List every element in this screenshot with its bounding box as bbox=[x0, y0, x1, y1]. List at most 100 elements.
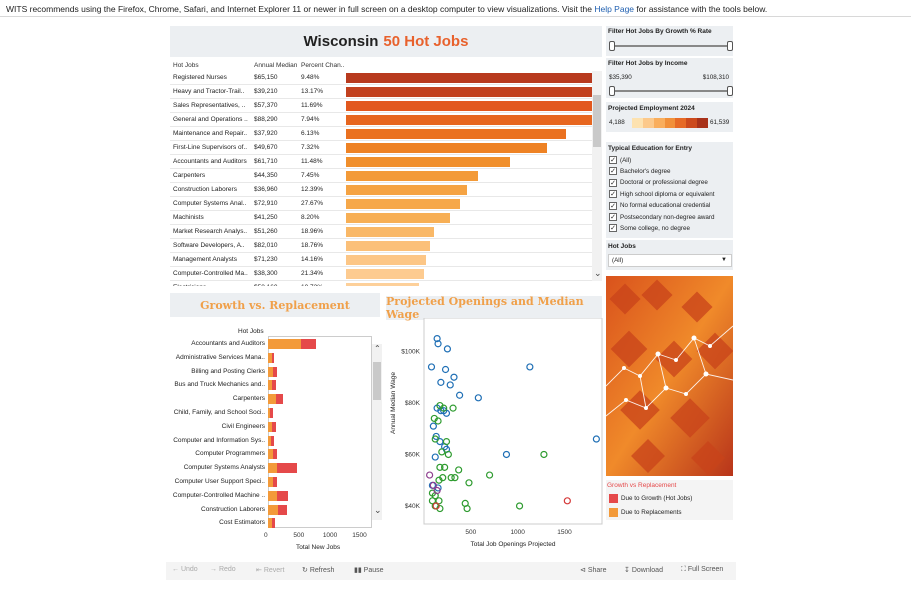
income-slider-min-handle[interactable] bbox=[609, 86, 615, 96]
openings-bar[interactable] bbox=[346, 101, 602, 111]
chevron-down-icon[interactable]: ⌄ bbox=[374, 505, 382, 515]
table-row[interactable]: Computer Systems Anal.. $72,910 27.67% bbox=[170, 197, 602, 211]
growth-row-label[interactable]: Billing and Posting Clerks bbox=[170, 365, 265, 379]
growth-row-label[interactable]: Computer User Support Speci.. bbox=[170, 475, 265, 489]
table-row[interactable]: First-Line Supervisors of.. $49,670 7.32% bbox=[170, 141, 602, 155]
table-scrollbar[interactable] bbox=[592, 71, 602, 281]
undo-button[interactable]: ← Undo bbox=[172, 566, 198, 573]
income-slider-max-handle[interactable] bbox=[727, 86, 733, 96]
growth-bar[interactable] bbox=[270, 408, 274, 418]
scatter-point[interactable] bbox=[429, 422, 437, 430]
table-row[interactable]: Market Research Analys.. $51,260 18.96% bbox=[170, 225, 602, 239]
replacement-bar[interactable] bbox=[268, 421, 273, 432]
replacement-bar[interactable] bbox=[268, 504, 278, 515]
replacement-bar[interactable] bbox=[268, 408, 271, 418]
scatter-point[interactable] bbox=[449, 404, 457, 412]
growth-rate-slider-track[interactable] bbox=[612, 45, 730, 47]
scatter-point[interactable] bbox=[463, 504, 471, 513]
income-slider-track[interactable] bbox=[612, 90, 730, 92]
growth-row-label[interactable]: Carpenters bbox=[170, 392, 265, 406]
table-row[interactable]: Computer-Controlled Ma.. $38,300 21.34% bbox=[170, 267, 602, 281]
checkbox-checked-icon[interactable]: ✓ bbox=[609, 224, 617, 233]
scatter-point[interactable] bbox=[441, 463, 449, 471]
scatter-point[interactable] bbox=[433, 335, 441, 343]
col-header-hot-jobs[interactable]: Hot Jobs bbox=[173, 62, 199, 69]
openings-bar[interactable] bbox=[346, 157, 510, 167]
pause-button[interactable]: ▮▮ Pause bbox=[354, 566, 384, 574]
scatter-point[interactable] bbox=[592, 435, 600, 443]
education-option[interactable]: ✓ High school diploma or equivalent bbox=[609, 190, 715, 199]
growth-row-label[interactable]: Accountants and Auditors bbox=[170, 337, 265, 351]
openings-bar[interactable] bbox=[346, 115, 592, 125]
growth-row-label[interactable]: Administrative Services Mana.. bbox=[170, 351, 265, 365]
growth-bar[interactable] bbox=[270, 435, 274, 446]
growth-bar[interactable] bbox=[272, 380, 277, 391]
replacement-bar[interactable] bbox=[268, 518, 272, 529]
growth-scrollbar[interactable] bbox=[372, 344, 382, 520]
replacement-bar[interactable] bbox=[268, 380, 273, 391]
scatter-point[interactable] bbox=[455, 466, 463, 474]
legend-replacement-label[interactable]: Due to Replacements bbox=[621, 509, 682, 516]
openings-bar[interactable] bbox=[346, 73, 602, 83]
scatter-point[interactable] bbox=[502, 450, 511, 459]
fullscreen-button[interactable]: ⛶ Full Screen bbox=[681, 566, 723, 574]
scatter-point[interactable] bbox=[455, 391, 464, 399]
scatter-point[interactable] bbox=[426, 471, 434, 479]
education-option[interactable]: ✓ Postsecondary non-degree award bbox=[609, 213, 715, 221]
replacement-bar[interactable] bbox=[268, 449, 273, 460]
scatter-point[interactable] bbox=[434, 340, 442, 348]
scatter-point[interactable] bbox=[451, 474, 459, 482]
scatter-point[interactable] bbox=[563, 497, 571, 505]
education-option[interactable]: ✓ (All) bbox=[609, 156, 631, 164]
growth-row-label[interactable]: Computer Programmers bbox=[170, 447, 265, 461]
replacement-bar[interactable] bbox=[268, 394, 276, 405]
replacement-bar[interactable] bbox=[268, 339, 301, 349]
replacement-bar[interactable] bbox=[268, 352, 273, 363]
growth-bar[interactable] bbox=[272, 449, 277, 460]
scatter-point[interactable] bbox=[443, 345, 452, 353]
replacement-bar[interactable] bbox=[268, 463, 278, 474]
replacement-bar[interactable] bbox=[268, 435, 271, 446]
education-option[interactable]: ✓ Some college, no degree bbox=[609, 224, 690, 233]
openings-bar[interactable] bbox=[346, 143, 547, 153]
scatter-point[interactable] bbox=[437, 378, 445, 386]
checkbox-checked-icon[interactable]: ✓ bbox=[609, 167, 617, 176]
growth-bar[interactable] bbox=[277, 490, 288, 501]
table-scroll-thumb[interactable] bbox=[593, 95, 601, 147]
redo-button[interactable]: → Redo bbox=[210, 566, 236, 573]
openings-bar[interactable] bbox=[346, 87, 602, 97]
scatter-point[interactable] bbox=[474, 394, 482, 402]
scatter-point[interactable] bbox=[485, 471, 494, 479]
revert-button[interactable]: ⇤ Revert bbox=[256, 566, 284, 574]
openings-bar[interactable] bbox=[346, 129, 566, 139]
checkbox-checked-icon[interactable]: ✓ bbox=[609, 156, 617, 164]
openings-bar[interactable] bbox=[346, 171, 478, 181]
table-row[interactable]: Management Analysts $71,230 14.16% bbox=[170, 253, 602, 267]
growth-row-label[interactable]: Child, Family, and School Soci.. bbox=[170, 406, 265, 420]
openings-bar[interactable] bbox=[346, 269, 424, 279]
share-button[interactable]: ⊲ Share bbox=[580, 566, 607, 574]
hot-jobs-select[interactable]: (All) ▼ bbox=[608, 254, 732, 267]
table-row[interactable]: Sales Representatives, .. $57,370 11.69% bbox=[170, 99, 602, 113]
scatter-point[interactable] bbox=[526, 363, 534, 371]
table-row[interactable]: Construction Laborers $36,960 12.39% bbox=[170, 183, 602, 197]
education-option[interactable]: ✓ No formal educational credential bbox=[609, 201, 710, 210]
growth-row-label[interactable]: Cost Estimators bbox=[170, 516, 265, 530]
education-option[interactable]: ✓ Bachelor's degree bbox=[609, 167, 671, 176]
growth-bar[interactable] bbox=[278, 504, 288, 515]
growth-row-label[interactable]: Civil Engineers bbox=[170, 420, 265, 434]
col-header-annual-median[interactable]: Annual Median bbox=[254, 62, 298, 69]
checkbox-checked-icon[interactable]: ✓ bbox=[609, 178, 617, 187]
scatter-point[interactable] bbox=[450, 373, 458, 381]
replacement-bar[interactable] bbox=[268, 477, 273, 487]
growth-bar[interactable] bbox=[277, 463, 297, 474]
openings-bar[interactable] bbox=[346, 283, 419, 286]
table-row[interactable]: Accountants and Auditors $61,710 11.48% bbox=[170, 155, 602, 169]
growth-rate-slider-min-handle[interactable] bbox=[609, 41, 615, 51]
growth-bar[interactable] bbox=[272, 366, 277, 377]
scatter-point[interactable] bbox=[447, 474, 455, 482]
table-row[interactable]: Machinists $41,250 8.20% bbox=[170, 211, 602, 225]
growth-bar[interactable] bbox=[272, 352, 274, 363]
scatter-point[interactable] bbox=[465, 479, 473, 487]
table-row[interactable]: Electricians$58,160 10.72% bbox=[170, 281, 602, 286]
